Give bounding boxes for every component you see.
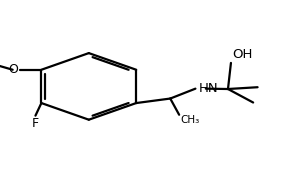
Text: HN: HN xyxy=(198,82,218,95)
Text: O: O xyxy=(9,63,19,76)
Text: OH: OH xyxy=(232,48,253,62)
Text: F: F xyxy=(32,117,39,130)
Text: CH₃: CH₃ xyxy=(180,115,199,125)
